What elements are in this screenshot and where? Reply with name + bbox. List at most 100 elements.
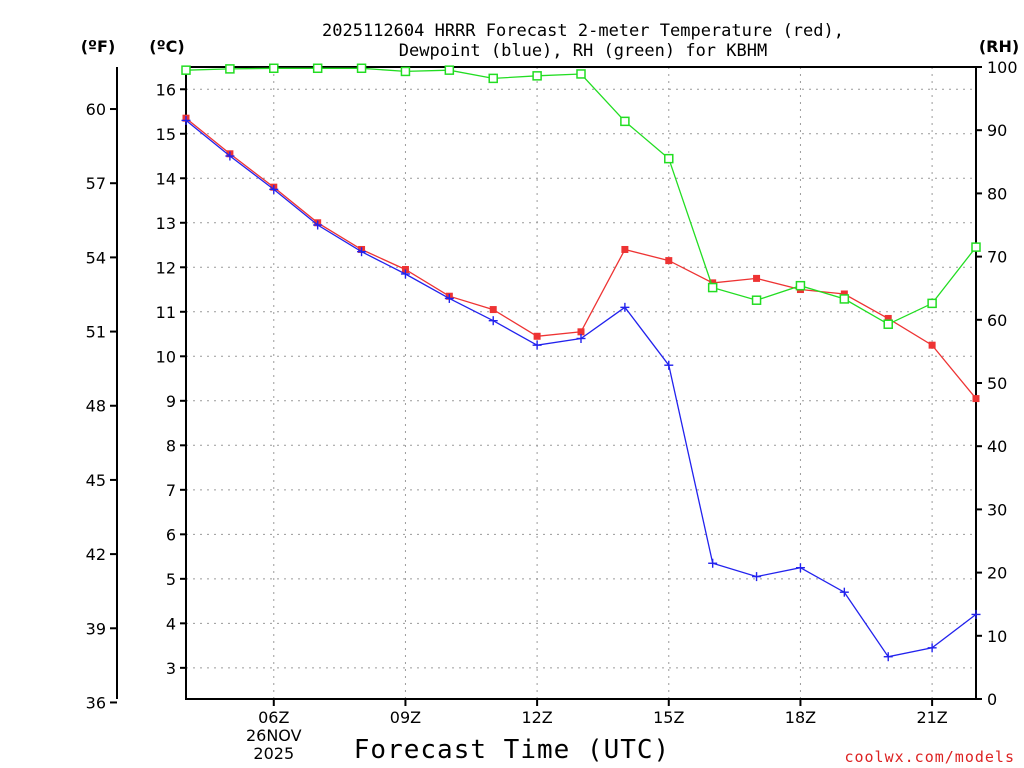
temperature-point bbox=[621, 245, 629, 253]
fahrenheit-tick-label: 60 bbox=[86, 100, 106, 119]
dewpoint-point bbox=[313, 220, 323, 230]
dewpoint-point bbox=[708, 558, 718, 568]
dewpoint-point bbox=[971, 609, 981, 619]
temperature-point bbox=[928, 341, 936, 349]
dewpoint-point bbox=[269, 184, 279, 194]
grid-lines bbox=[186, 67, 976, 699]
dewpoint-point bbox=[488, 316, 498, 326]
rh-tick-label: 40 bbox=[987, 437, 1007, 456]
rh-point bbox=[707, 282, 718, 293]
chart-title-line1: 2025112604 HRRR Forecast 2-meter Tempera… bbox=[322, 21, 844, 41]
rh-tick-label: 100 bbox=[987, 58, 1018, 77]
rh-tick-label: 90 bbox=[987, 121, 1007, 140]
celsius-tick-label: 5 bbox=[166, 570, 176, 589]
axes bbox=[110, 66, 982, 706]
fahrenheit-tick-label: 36 bbox=[86, 693, 106, 712]
celsius-tick-label: 6 bbox=[166, 525, 176, 544]
fahrenheit-tick-label: 39 bbox=[86, 619, 106, 638]
rh-point bbox=[488, 73, 498, 84]
dewpoint-point bbox=[839, 587, 849, 597]
x-tick-year: 2025 bbox=[253, 744, 294, 763]
rh-tick-label: 20 bbox=[987, 564, 1007, 583]
rh-point bbox=[532, 71, 542, 81]
x-tick-label: 06Z bbox=[258, 708, 289, 727]
rh-tick-label: 60 bbox=[987, 311, 1007, 330]
dewpoint-point bbox=[883, 652, 893, 662]
rh-tick-label: 80 bbox=[987, 184, 1007, 203]
x-tick-label: 09Z bbox=[390, 708, 421, 727]
credit-text[interactable]: coolwx.com/models bbox=[844, 748, 1015, 766]
temperature-point bbox=[972, 395, 980, 403]
x-tick-label: 18Z bbox=[785, 708, 816, 727]
rh-point bbox=[444, 65, 455, 75]
rh-point bbox=[620, 116, 630, 127]
x-axis-label: Forecast Time (UTC) bbox=[354, 735, 670, 765]
rh-point bbox=[576, 69, 586, 79]
rh-tick-label: 0 bbox=[987, 690, 997, 709]
dewpoint-point bbox=[532, 340, 542, 350]
rh-point bbox=[400, 66, 411, 77]
x-tick-label: 12Z bbox=[521, 708, 552, 727]
fahrenheit-tick-label: 48 bbox=[86, 397, 106, 416]
celsius-tick-label: 16 bbox=[156, 80, 176, 99]
temperature-point bbox=[489, 306, 497, 314]
rh-point bbox=[664, 153, 674, 164]
dewpoint-point bbox=[181, 115, 191, 125]
fahrenheit-tick-label: 45 bbox=[86, 471, 106, 490]
rh-point bbox=[795, 280, 806, 291]
celsius-tick-label: 4 bbox=[166, 614, 176, 633]
x-tick-label: 15Z bbox=[653, 708, 684, 727]
dewpoint-point bbox=[444, 293, 454, 303]
rh-point bbox=[312, 63, 323, 74]
chart-title-line2: Dewpoint (blue), RH (green) for KBHM bbox=[399, 41, 767, 61]
rh-unit-label: (RH) bbox=[979, 37, 1019, 56]
temperature-point bbox=[840, 290, 848, 298]
temperature-point bbox=[577, 328, 585, 336]
rh-tick-label: 10 bbox=[987, 627, 1007, 646]
fahrenheit-unit-label: (ºF) bbox=[81, 37, 116, 56]
dewpoint-point bbox=[400, 269, 410, 279]
fahrenheit-tick-label: 57 bbox=[86, 174, 106, 193]
celsius-tick-label: 15 bbox=[156, 125, 176, 144]
rh-point bbox=[971, 242, 981, 252]
celsius-unit-label: (ºC) bbox=[149, 37, 184, 56]
dewpoint-point bbox=[752, 572, 762, 582]
rh-tick-label: 50 bbox=[987, 374, 1007, 393]
celsius-tick-label: 10 bbox=[156, 347, 176, 366]
temperature-line bbox=[185, 117, 977, 400]
data-series bbox=[181, 63, 981, 662]
fahrenheit-tick-label: 42 bbox=[86, 545, 106, 564]
tick-labels: 3639424548515457603456789101112131415160… bbox=[86, 58, 1018, 763]
rh-point bbox=[927, 298, 937, 309]
temperature-point bbox=[753, 274, 761, 282]
rh-point bbox=[839, 294, 850, 304]
temperature-point bbox=[665, 257, 673, 265]
celsius-tick-label: 13 bbox=[156, 214, 176, 233]
temperature-point bbox=[533, 332, 541, 340]
rh-line bbox=[185, 67, 977, 325]
dewpoint-point bbox=[576, 333, 586, 343]
fahrenheit-tick-label: 54 bbox=[86, 248, 106, 267]
celsius-tick-label: 8 bbox=[166, 436, 176, 455]
dewpoint-point bbox=[927, 643, 937, 653]
dewpoint-point bbox=[664, 360, 674, 370]
dewpoint-point bbox=[795, 563, 805, 573]
x-tick-date: 26NOV bbox=[246, 726, 302, 745]
rh-point bbox=[181, 65, 191, 75]
dewpoint-point bbox=[225, 151, 235, 161]
celsius-tick-label: 7 bbox=[166, 481, 176, 500]
celsius-tick-label: 14 bbox=[156, 169, 176, 188]
dewpoint-line bbox=[185, 119, 977, 658]
x-tick-label: 21Z bbox=[916, 708, 947, 727]
celsius-tick-label: 9 bbox=[166, 392, 176, 411]
rh-point bbox=[883, 319, 893, 329]
rh-tick-label: 30 bbox=[987, 500, 1007, 519]
celsius-tick-label: 12 bbox=[156, 258, 176, 277]
plot-frame bbox=[185, 66, 977, 700]
rh-point bbox=[269, 63, 279, 74]
dewpoint-point bbox=[620, 302, 630, 312]
rh-tick-label: 70 bbox=[987, 248, 1007, 267]
rh-point bbox=[356, 63, 367, 74]
rh-point bbox=[225, 64, 235, 74]
